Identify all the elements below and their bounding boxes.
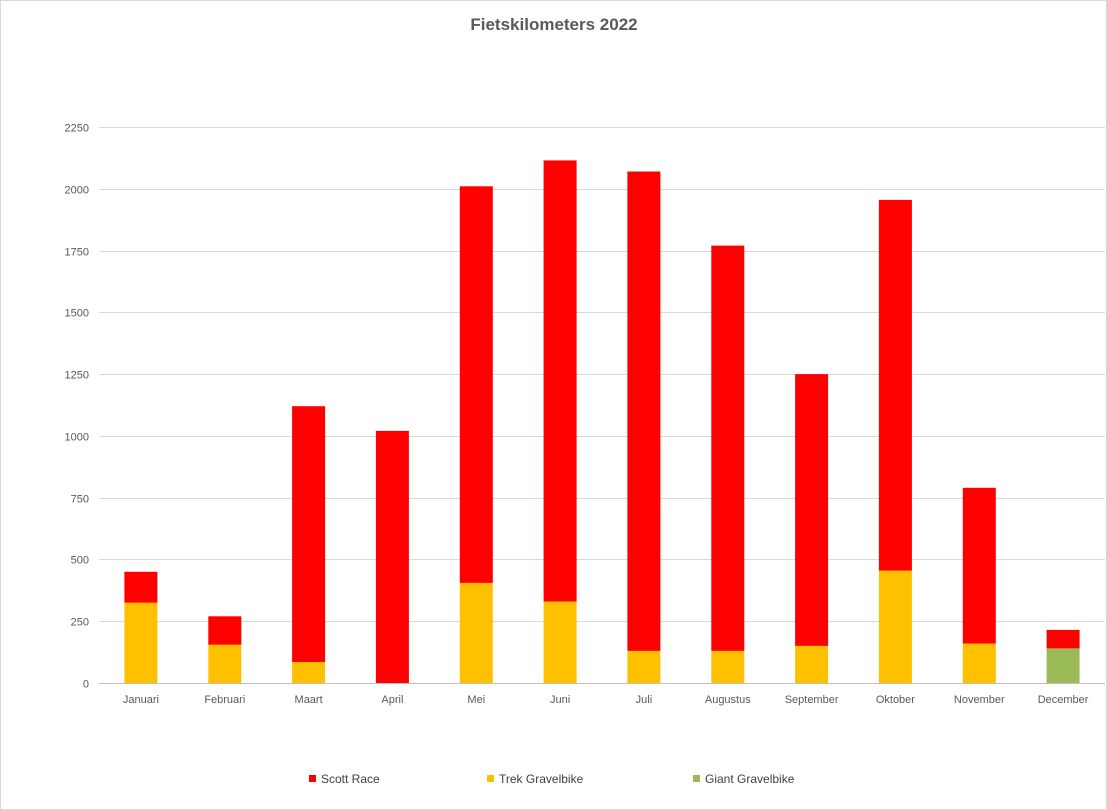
bar-scott-race	[543, 160, 577, 602]
bar-trek-gravelbike	[711, 650, 745, 683]
x-axis-ticks: Januari Februari Maart April Mei Juni Juli Augu…	[123, 694, 1089, 706]
x-tick-label: December	[1038, 694, 1089, 706]
x-tick-label: Mei	[467, 694, 485, 706]
legend-label: Giant Gravelbike	[705, 772, 795, 786]
bar-scott-race	[1046, 629, 1080, 649]
gridlines	[99, 127, 1105, 622]
legend-swatch	[309, 775, 316, 782]
bars	[124, 160, 1080, 683]
bar-trek-gravelbike	[292, 662, 326, 683]
bar-scott-race	[459, 186, 493, 583]
bar-scott-race	[292, 406, 326, 662]
y-tick-label: 0	[83, 679, 89, 691]
x-tick-label: Juni	[550, 694, 570, 706]
legend-swatch	[693, 775, 700, 782]
y-tick-label: 250	[71, 617, 89, 629]
x-tick-label: November	[954, 694, 1005, 706]
x-tick-label: Oktober	[876, 694, 915, 706]
legend-label: Scott Race	[321, 772, 380, 786]
x-tick-label: Augustus	[705, 694, 751, 706]
bar-scott-race	[962, 487, 996, 644]
y-tick-label: 1250	[65, 370, 89, 382]
bar-trek-gravelbike	[459, 582, 493, 683]
x-tick-label: Februari	[204, 694, 245, 706]
bar-scott-race	[124, 571, 158, 603]
x-tick-label: Januari	[123, 694, 159, 706]
bar-trek-gravelbike	[795, 645, 829, 683]
legend-label: Trek Gravelbike	[499, 772, 584, 786]
bar-scott-race	[711, 245, 745, 651]
bar-scott-race	[795, 374, 829, 646]
x-tick-label: September	[785, 694, 839, 706]
bar-scott-race	[375, 430, 409, 683]
y-tick-label: 500	[71, 555, 89, 567]
legend-swatch	[487, 775, 494, 782]
y-tick-label: 1000	[65, 432, 89, 444]
x-tick-label: April	[381, 694, 403, 706]
y-tick-label: 2250	[65, 123, 89, 135]
y-tick-label: 750	[71, 494, 89, 506]
bar-trek-gravelbike	[124, 602, 158, 683]
y-tick-label: 1500	[65, 308, 89, 320]
bar-giant-gravelbike	[1046, 648, 1080, 683]
bar-trek-gravelbike	[543, 601, 577, 683]
x-tick-label: Maart	[295, 694, 323, 706]
bar-trek-gravelbike	[627, 650, 661, 683]
y-axis-ticks: 0 250 500 750 1000 1250 1500 1750 2000 2250	[65, 123, 89, 691]
bar-scott-race	[627, 171, 661, 651]
y-tick-label: 1750	[65, 247, 89, 259]
bar-trek-gravelbike	[878, 570, 912, 683]
legend: Scott Race Trek Gravelbike Giant Gravelbik…	[309, 772, 795, 786]
bar-trek-gravelbike	[208, 644, 242, 683]
y-tick-label: 2000	[65, 185, 89, 197]
bar-trek-gravelbike	[962, 643, 996, 683]
bar-scott-race	[208, 616, 242, 645]
bar-scott-race	[878, 199, 912, 571]
chart-title: Fietskilometers 2022	[470, 15, 637, 34]
x-tick-label: Juli	[636, 694, 653, 706]
